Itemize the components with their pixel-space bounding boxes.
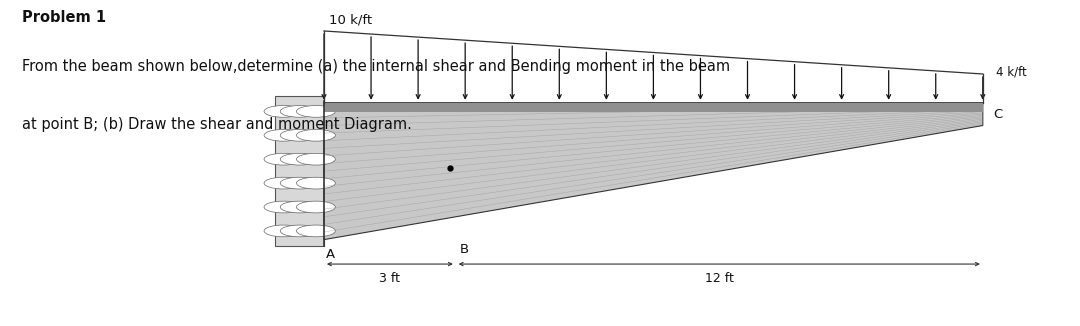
Text: Problem 1: Problem 1 <box>22 10 106 25</box>
Circle shape <box>296 129 335 141</box>
Circle shape <box>264 201 302 213</box>
Text: 10 k/ft: 10 k/ft <box>329 13 373 26</box>
Circle shape <box>296 177 335 189</box>
Circle shape <box>281 106 320 117</box>
Circle shape <box>281 153 320 165</box>
Circle shape <box>296 225 335 237</box>
Text: 4 k/ft: 4 k/ft <box>996 66 1026 79</box>
Circle shape <box>281 129 320 141</box>
Bar <box>275 96 324 246</box>
Circle shape <box>281 177 320 189</box>
Circle shape <box>264 225 302 237</box>
Circle shape <box>296 153 335 165</box>
Text: C: C <box>994 108 1003 121</box>
Circle shape <box>296 201 335 213</box>
Circle shape <box>264 106 302 117</box>
Circle shape <box>264 129 302 141</box>
Polygon shape <box>324 103 983 240</box>
Circle shape <box>296 106 335 117</box>
Text: at point B; (b) Draw the shear and moment Diagram.: at point B; (b) Draw the shear and momen… <box>22 117 411 132</box>
Text: 12 ft: 12 ft <box>705 272 733 285</box>
Text: A: A <box>326 248 335 261</box>
Circle shape <box>264 177 302 189</box>
Text: B: B <box>460 243 469 256</box>
Circle shape <box>264 153 302 165</box>
Text: 3 ft: 3 ft <box>379 272 401 285</box>
Text: From the beam shown below,determine (a) the internal shear and Bending moment in: From the beam shown below,determine (a) … <box>22 59 730 74</box>
Circle shape <box>281 225 320 237</box>
Circle shape <box>281 201 320 213</box>
